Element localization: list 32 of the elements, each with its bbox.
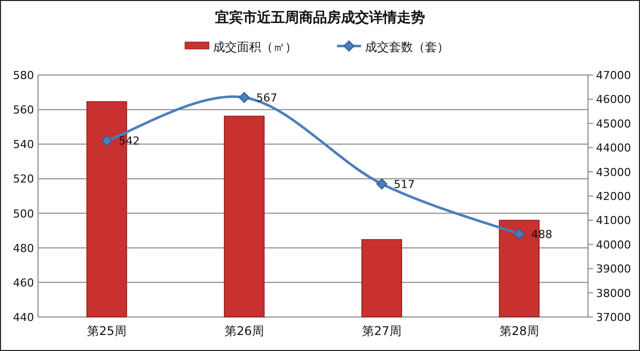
- y2-tick-label: 46000: [596, 93, 631, 106]
- y2-tick-label: 38000: [596, 286, 631, 300]
- x-tick-label: 第26周: [224, 324, 264, 338]
- y-tick-label: 560: [13, 104, 34, 117]
- x-tick-label: 第27周: [362, 324, 402, 338]
- y2-tick-label: 41000: [596, 214, 631, 228]
- y-tick-label: 580: [13, 69, 34, 82]
- point: [514, 228, 525, 240]
- y-tick-label: 440: [13, 311, 34, 324]
- point: [101, 135, 112, 146]
- y2-tick-label: 39000: [596, 262, 631, 276]
- y-tick-label: 520: [13, 172, 34, 186]
- point: [238, 92, 250, 103]
- data-label: 567: [256, 91, 278, 104]
- y2-tick-label: 44000: [596, 142, 631, 155]
- y2-tick-label: 40000: [596, 238, 631, 252]
- y2-tick-label: 37000: [596, 311, 631, 324]
- legend-label: 成交面积（㎡）: [213, 40, 297, 54]
- x-tick-label: 第28周: [500, 324, 539, 338]
- legend-label: 成交套数（套）: [365, 40, 449, 54]
- y-tick-label: 480: [13, 242, 34, 255]
- y-tick-label: 460: [13, 276, 34, 290]
- chart-title: 宜宾市近五周商品房成交详情走势: [215, 9, 425, 26]
- y2-tick-label: 42000: [596, 190, 631, 203]
- y-tick-label: 540: [13, 138, 34, 152]
- y-tick-label: 500: [13, 207, 34, 220]
- y2-tick-label: 47000: [596, 69, 631, 82]
- x-tick-label: 第25周: [87, 324, 126, 338]
- y2-tick-label: 45000: [596, 117, 631, 130]
- point: [376, 178, 388, 190]
- data-label: 517: [394, 178, 415, 191]
- y2-tick-label: 43000: [596, 166, 631, 179]
